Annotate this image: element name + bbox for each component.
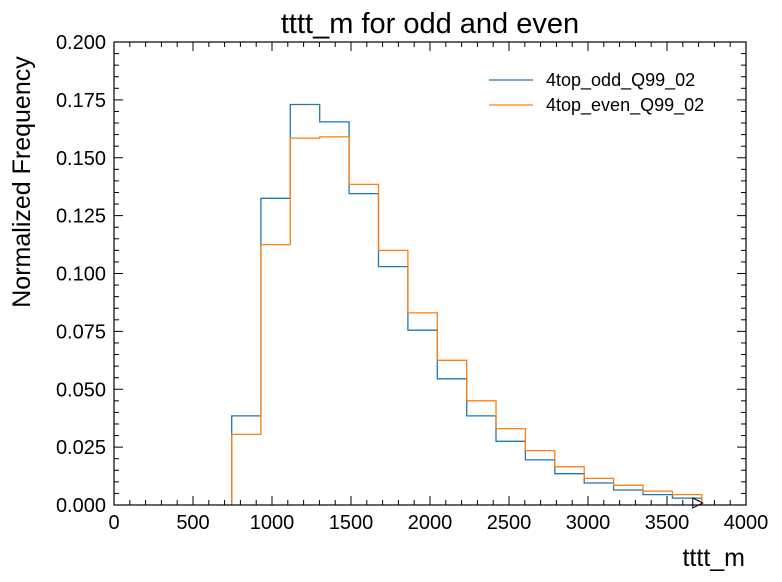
y-tick-label: 0.150 [56,148,106,170]
x-tick-label: 4000 [724,512,769,534]
y-tick-label: 0.050 [56,379,106,401]
chart-title: tttt_m for odd and even [281,8,579,40]
y-axis-label: Normalized Frequency [8,56,36,308]
series-0-step-line [231,103,703,505]
x-tick-label: 2500 [487,512,532,534]
y-tick-label: 0.175 [56,90,106,112]
x-tick-label: 500 [176,512,209,534]
x-tick-label: 3500 [645,512,690,534]
y-tick-label: 0.025 [56,437,106,459]
y-tick-label: 0.200 [56,32,106,54]
x-tick-label: 1500 [329,512,374,534]
x-tick-label: 3000 [566,512,611,534]
x-tick-label: 2000 [408,512,453,534]
x-tick-label: 0 [108,512,119,534]
y-tick-label: 0.100 [56,264,106,286]
plot-frame [113,41,747,506]
ticks-layer: 0 500 1000 1500 2000 2500 3000 3500 4000 0.000 0.0… [56,32,768,534]
series-1-step-line [231,136,703,505]
legend-label: 4top_even_Q99_02 [546,95,704,116]
legend: 4top_odd_Q99_02 4top_even_Q99_02 [489,70,704,116]
x-axis-label: tttt_m [682,544,745,572]
legend-label: 4top_odd_Q99_02 [546,70,695,91]
series-layer [231,103,703,505]
y-tick-label: 0.075 [56,321,106,343]
x-tick-label: 1000 [250,512,295,534]
y-tick-label: 0.125 [56,206,106,228]
y-tick-label: 0.000 [56,495,106,517]
